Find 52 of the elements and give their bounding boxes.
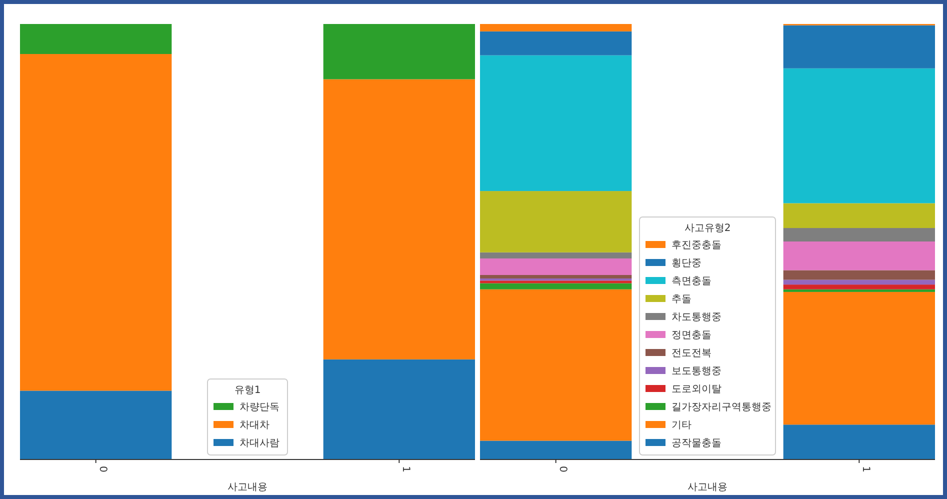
legend-label: 보도통행중: [672, 366, 722, 377]
bar: [480, 289, 632, 441]
x-tick-label: 0: [556, 466, 568, 472]
bar: [783, 270, 935, 280]
bar: [783, 289, 935, 292]
legend-label: 기타: [672, 420, 692, 431]
bar: [480, 280, 632, 284]
bar: [20, 24, 172, 54]
bar: [480, 278, 632, 281]
bar: [480, 283, 632, 290]
bar: [783, 424, 935, 459]
bar: [783, 68, 935, 204]
bar: [480, 274, 632, 278]
bar: [480, 24, 632, 32]
bar: [783, 242, 935, 270]
legend-label: 전도전복: [672, 348, 712, 359]
bar: [783, 280, 935, 285]
bar: [480, 31, 632, 56]
bar: [480, 55, 632, 192]
bar: [323, 359, 475, 459]
legend-label: 후진중충돌: [672, 240, 722, 251]
legend-title: 유형1: [234, 385, 261, 396]
legend-label: 공작물충돌: [672, 438, 722, 449]
bar: [783, 284, 935, 290]
bar: [480, 258, 632, 275]
x-axis-title: 사고내용: [228, 482, 268, 493]
legend-label: 길가장자리구역통행중: [672, 402, 772, 413]
legend-label: 측면충돌: [672, 276, 712, 287]
legend-label: 도로외이탈: [672, 384, 722, 395]
legend-label: 차대차: [240, 420, 270, 431]
bar: [20, 390, 172, 459]
bar: [783, 25, 935, 68]
x-tick-label: 0: [96, 466, 108, 472]
legend-label: 차량단독: [240, 402, 280, 413]
bar: [20, 54, 172, 391]
x-tick-label: 1: [860, 466, 872, 472]
bar: [323, 24, 475, 80]
legend-label: 차대사람: [240, 438, 280, 449]
legend-label: 횡단중: [672, 258, 702, 269]
bar: [480, 440, 632, 459]
bar: [783, 228, 935, 242]
bar: [480, 191, 632, 252]
legend-label: 정면충돌: [672, 330, 712, 341]
bar: [323, 79, 475, 360]
x-tick-label: 1: [400, 466, 412, 472]
bar: [480, 252, 632, 258]
bar: [783, 203, 935, 228]
legend-label: 추돌: [672, 294, 692, 305]
bar: [783, 292, 935, 425]
legend-title: 사고유형2: [684, 223, 731, 234]
x-axis-title: 사고내용: [688, 482, 728, 493]
legend-label: 차도통행중: [672, 312, 722, 323]
